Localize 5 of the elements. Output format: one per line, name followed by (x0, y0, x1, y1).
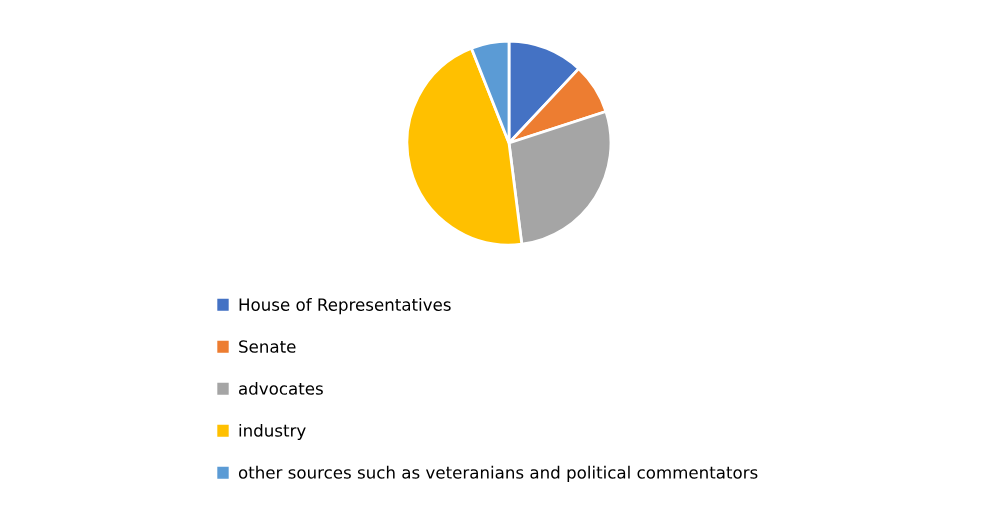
legend-label: Senate (239, 340, 296, 353)
legend-label: other sources such as veteranians and political commentators (238, 465, 758, 482)
legend-label: advocates (239, 381, 323, 395)
legend-label: industry (239, 423, 306, 441)
legend-label: House of Representatives (239, 298, 451, 315)
